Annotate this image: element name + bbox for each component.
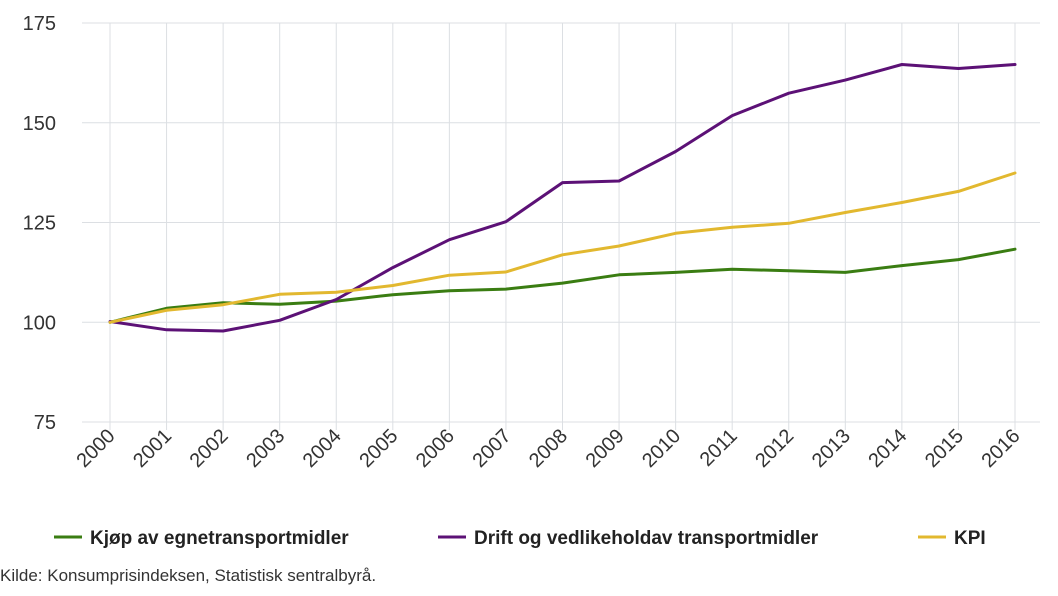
x-tick-label: 2016 [978, 425, 1025, 472]
legend-label: Kjøp av egnetransportmidler [90, 528, 349, 549]
x-tick-label: 2015 [921, 425, 968, 472]
x-tick-label: 2012 [751, 425, 798, 472]
horizontal-gridlines [82, 22, 1040, 423]
x-tick-label: 2005 [355, 425, 402, 472]
series-line-2 [108, 63, 1017, 333]
x-tick-label: 2004 [299, 425, 346, 472]
x-tick-label: 2013 [808, 425, 855, 472]
vertical-gridlines [109, 23, 1016, 430]
series-line-1 [108, 247, 1017, 324]
legend-label: Drift og vedlikeholdav transportmidler [474, 528, 819, 549]
y-axis-tick-labels: 75 100 125 150 175 [23, 13, 56, 434]
source-note: Kilde: Konsumprisindeksen, Statistisk se… [0, 566, 377, 585]
x-tick-label: 2003 [242, 425, 289, 472]
x-tick-label: 2007 [468, 425, 515, 472]
x-tick-label: 2011 [696, 425, 742, 471]
legend: Kjøp av egnetransportmidler Drift og vedl… [54, 528, 986, 549]
x-tick-label: 2002 [186, 425, 233, 472]
y-tick-label: 150 [23, 113, 56, 135]
x-tick-label: 2001 [129, 425, 176, 472]
y-tick-label: 75 [34, 412, 56, 434]
x-tick-label: 2009 [582, 425, 629, 472]
x-tick-label: 2014 [864, 425, 911, 472]
series-lines [108, 63, 1017, 333]
y-tick-label: 100 [23, 312, 56, 334]
x-tick-label: 2008 [525, 425, 572, 472]
legend-label: KPI [954, 528, 986, 549]
x-tick-label: 2010 [638, 425, 685, 472]
y-tick-label: 125 [23, 213, 56, 235]
series-line-3 [108, 171, 1017, 324]
y-tick-label: 175 [23, 13, 56, 35]
x-tick-label: 2006 [412, 425, 459, 472]
x-axis-tick-labels: 2000 2001 2002 2003 2004 2005 2006 2007 2008 2009… [73, 425, 1025, 472]
x-tick-label: 2000 [73, 425, 120, 472]
